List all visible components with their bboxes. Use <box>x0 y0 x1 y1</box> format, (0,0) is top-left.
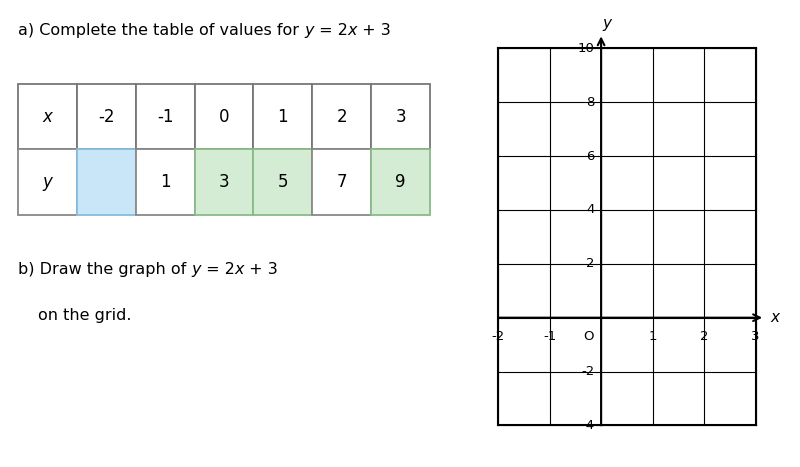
Text: 1: 1 <box>278 108 288 126</box>
Text: x: x <box>770 310 779 325</box>
Text: 8: 8 <box>586 96 595 109</box>
Text: y: y <box>304 23 314 38</box>
Text: 2: 2 <box>586 257 595 270</box>
Text: = 2: = 2 <box>314 23 347 38</box>
Text: 3: 3 <box>218 173 230 191</box>
Text: 3: 3 <box>395 108 406 126</box>
Bar <box>371 84 430 149</box>
Text: + 3: + 3 <box>357 23 390 38</box>
Text: 7: 7 <box>337 173 347 191</box>
Text: -1: -1 <box>157 108 174 126</box>
Text: x: x <box>347 23 357 38</box>
Text: + 3: + 3 <box>244 262 278 276</box>
Text: 0: 0 <box>218 108 230 126</box>
Bar <box>18 84 77 149</box>
Text: 6: 6 <box>586 149 595 163</box>
Text: 1: 1 <box>160 173 170 191</box>
Text: 9: 9 <box>395 173 406 191</box>
Bar <box>254 84 312 149</box>
Text: O: O <box>583 330 594 343</box>
Text: 5: 5 <box>278 173 288 191</box>
Text: x: x <box>42 108 52 126</box>
Text: -2: -2 <box>582 365 595 378</box>
Bar <box>312 84 371 149</box>
Bar <box>194 84 254 149</box>
Text: -2: -2 <box>491 330 505 343</box>
Text: y: y <box>42 173 52 191</box>
Text: -4: -4 <box>582 419 595 432</box>
Bar <box>18 149 77 215</box>
Bar <box>194 149 254 215</box>
Text: 2: 2 <box>700 330 708 343</box>
Bar <box>77 84 136 149</box>
Text: y: y <box>191 262 201 276</box>
Text: 10: 10 <box>578 42 595 55</box>
Bar <box>254 149 312 215</box>
Text: -1: -1 <box>543 330 556 343</box>
Text: 4: 4 <box>586 204 595 216</box>
Bar <box>371 149 430 215</box>
Bar <box>77 149 136 215</box>
Bar <box>312 149 371 215</box>
Text: y: y <box>602 16 612 31</box>
Text: on the grid.: on the grid. <box>38 308 131 323</box>
Text: 1: 1 <box>648 330 657 343</box>
Text: a) Complete the table of values for: a) Complete the table of values for <box>18 23 304 38</box>
Text: 3: 3 <box>751 330 760 343</box>
Text: b) Draw the graph of: b) Draw the graph of <box>18 262 191 276</box>
Bar <box>136 84 194 149</box>
Text: = 2: = 2 <box>201 262 234 276</box>
Text: -2: -2 <box>98 108 114 126</box>
Text: 2: 2 <box>337 108 347 126</box>
Bar <box>136 149 194 215</box>
Text: x: x <box>234 262 244 276</box>
